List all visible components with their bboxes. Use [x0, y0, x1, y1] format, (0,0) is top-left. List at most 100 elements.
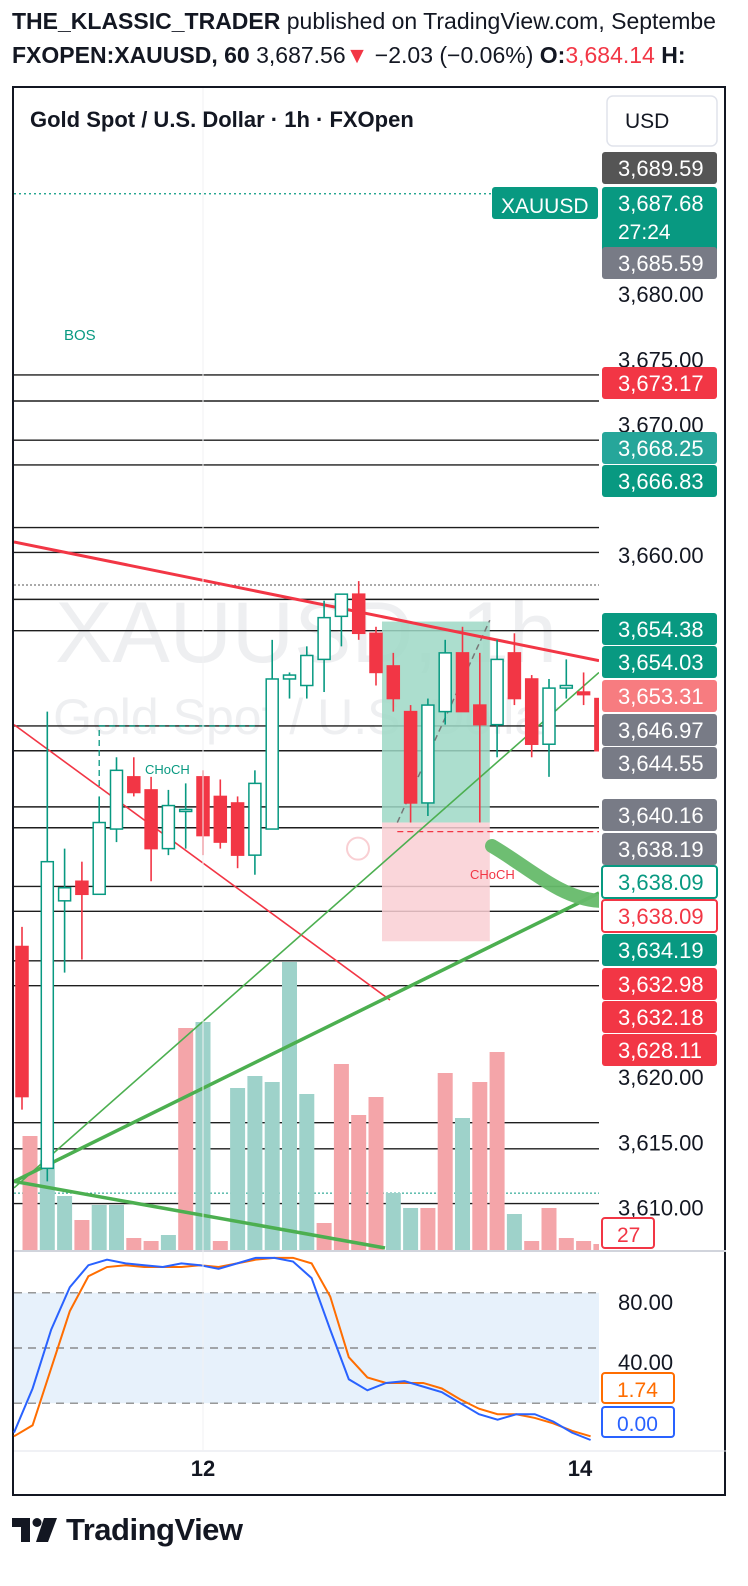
- candle: [317, 600, 331, 693]
- green-lower-line[interactable]: [14, 1179, 386, 1250]
- currency-button[interactable]: USD: [606, 95, 718, 147]
- candle-body: [109, 769, 124, 830]
- volume-bar: [524, 1241, 540, 1250]
- price-tag-box: [602, 968, 717, 1000]
- price-tag-box: [602, 367, 717, 399]
- symbol-label[interactable]: FXOPEN:XAUUSD, 60: [12, 42, 250, 68]
- author-name[interactable]: THE_KLASSIC_TRADER: [12, 8, 281, 34]
- candle-body: [230, 802, 245, 856]
- currency-button-box[interactable]: [606, 95, 718, 147]
- red-thin-trend-line[interactable]: [14, 724, 391, 1001]
- candle: [248, 770, 262, 875]
- candle-body: [542, 687, 556, 745]
- candle-body: [559, 684, 574, 689]
- candle: [559, 659, 574, 699]
- price-tag-box: [602, 152, 717, 184]
- price-tag-box: [602, 247, 717, 279]
- green-thin-trend-line[interactable]: [14, 671, 599, 1189]
- price-tag-label: 3,666.83: [618, 469, 704, 494]
- red-downtrend-line[interactable]: [14, 540, 599, 663]
- volume-bar: [506, 1214, 522, 1250]
- candle: [213, 779, 228, 849]
- price-tag-label: 3,653.31: [618, 684, 704, 709]
- price-tag: 3,640.16: [602, 799, 717, 831]
- tradingview-logo[interactable]: TradingView: [12, 1512, 243, 1548]
- candle: [594, 697, 599, 752]
- candle-body: [421, 704, 435, 804]
- volume-bar: [351, 1115, 367, 1250]
- candle-body: [317, 616, 331, 661]
- candle: [524, 675, 539, 758]
- long-profit-zone: [382, 621, 490, 823]
- candle: [369, 626, 383, 686]
- price-tag-label: 3,646.97: [618, 718, 704, 743]
- price-tag: 3,632.98: [602, 968, 717, 1000]
- chart-title: Gold Spot / U.S. Dollar · 1h · FXOpen: [30, 107, 414, 132]
- price-tag: 3,654.03: [602, 646, 717, 678]
- long-stop-zone: [382, 822, 490, 942]
- stoch-band: [14, 1292, 599, 1404]
- candle-body: [524, 678, 539, 745]
- volume-bar: [230, 1088, 246, 1250]
- price-tag: 3,653.31: [602, 680, 717, 712]
- price-tag-label: 3,644.55: [618, 751, 704, 776]
- chart-frame[interactable]: [12, 86, 726, 1496]
- candle-body: [144, 789, 158, 850]
- price-tag-box: [602, 833, 717, 865]
- candle-body: [369, 632, 383, 674]
- volume-bar: [333, 1064, 349, 1250]
- price-tag-box: [602, 714, 717, 746]
- symbol-tag-label: XAUUSD: [501, 195, 589, 218]
- candle-body: [57, 887, 72, 902]
- candle: [282, 672, 297, 699]
- volume-bars: [22, 962, 599, 1250]
- candle: [473, 652, 487, 823]
- candle-body: [248, 782, 262, 856]
- green-highlight-stroke[interactable]: [485, 839, 599, 908]
- candle-body: [161, 804, 176, 850]
- volume-bar: [264, 1082, 280, 1250]
- stoch-k-tag-box: [601, 1406, 675, 1438]
- price-tags: 3,689.59 3,687.68 27:24 XAUUSD 3,685.59 3,673…: [492, 152, 718, 1066]
- candle-body: [92, 821, 106, 896]
- price-tag: 3,638.19: [602, 833, 717, 865]
- price-tag-label: 3,654.38: [618, 617, 704, 642]
- candle: [40, 711, 55, 1182]
- price-tag-label: 3,632.98: [618, 972, 704, 997]
- price-tag-box: [602, 465, 717, 497]
- candle-body: [490, 658, 504, 726]
- alert-clock-icon[interactable]: [346, 836, 370, 861]
- candle: [300, 646, 314, 699]
- candle-body: [594, 697, 599, 752]
- stoch-d-tag-box: [601, 1372, 675, 1404]
- candle-body: [403, 710, 418, 804]
- volume-tag-label: 27: [617, 1224, 640, 1247]
- candle: [109, 757, 124, 843]
- price-tag-box: [601, 899, 718, 933]
- candle: [230, 796, 245, 869]
- stochastic-pane: 80.00 40.00 1.74 0.00: [13, 1256, 675, 1441]
- price-tag: 3,646.97: [602, 714, 717, 746]
- volume-bar: [558, 1238, 574, 1250]
- price-tag-box: [602, 747, 717, 779]
- price-change: −2.03 (−0.06%): [374, 42, 534, 68]
- candle-body: [213, 795, 228, 843]
- price-tag-label: 3,628.11: [618, 1038, 702, 1063]
- down-triangle-icon: ▼: [345, 42, 369, 68]
- volume-bar: [437, 1073, 453, 1250]
- choch-label: CHoCH: [145, 762, 190, 777]
- volume-bar: [282, 962, 297, 1250]
- volume-bar: [57, 1196, 73, 1250]
- volume-bar: [541, 1208, 557, 1250]
- price-tag-box: [602, 799, 717, 831]
- bos-label: BOS: [64, 327, 96, 344]
- price-tag-label: 3,668.25: [618, 436, 704, 461]
- candle-body: [386, 665, 401, 700]
- price-tag-box: [602, 613, 717, 645]
- green-uptrend-line[interactable]: [14, 891, 599, 1183]
- x-tick-label: 12: [191, 1456, 215, 1481]
- candle-body: [40, 860, 55, 1170]
- price-tag: 3,668.25: [602, 432, 717, 464]
- candle: [438, 639, 452, 725]
